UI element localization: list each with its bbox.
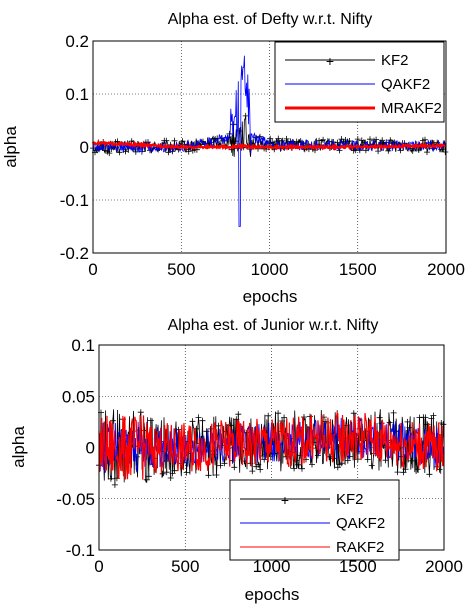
chart-1-title: Alpha est. of Defty w.r.t. Nifty xyxy=(168,11,373,28)
chart-1-ylabel: alpha xyxy=(1,126,20,168)
x-tick-label: 1500 xyxy=(339,260,377,279)
y-tick-label: 0 xyxy=(80,138,89,157)
series-line-mrakf2 xyxy=(91,138,446,151)
chart-1-legend-plus: + xyxy=(326,53,334,69)
y-tick-label: -0.2 xyxy=(60,244,89,263)
chart-1-legend-label-qakf2: QAKF2 xyxy=(381,76,430,93)
x-tick-label: 1000 xyxy=(251,260,289,279)
y-tick-label: 0.1 xyxy=(65,85,89,104)
y-tick-label: -0.1 xyxy=(66,541,95,560)
chart-2-legend-label-kf2: KF2 xyxy=(336,491,364,508)
series-line-rakf2 xyxy=(98,411,445,480)
chart-2-ylabel: alpha xyxy=(9,426,28,468)
series-line-qakf2 xyxy=(92,55,447,227)
y-tick-label: -0.1 xyxy=(60,191,89,210)
chart-2-ticks: 0 500 1000 1500 2000 0.1 0.05 0 -0.05 -0.1 xyxy=(56,336,463,576)
y-tick-label: 0.05 xyxy=(62,387,95,406)
chart-2-xlabel: epochs xyxy=(245,585,300,604)
x-tick-label: 2000 xyxy=(427,260,465,279)
y-tick-label: -0.05 xyxy=(56,490,95,509)
chart-2-legend-plus: + xyxy=(281,492,289,508)
chart-2-data xyxy=(96,409,447,488)
chart-1: Alpha est. of Defty w.r.t. Nifty 0 500 100… xyxy=(1,11,465,306)
x-tick-label: 500 xyxy=(171,557,199,576)
chart-1-legend-label-mrakf2: MRAKF2 xyxy=(381,100,442,117)
chart-2-title: Alpha est. of Junior w.r.t. Nifty xyxy=(168,317,379,334)
y-tick-label: 0 xyxy=(86,439,95,458)
chart-2-legend: + KF2 QAKF2 RAKF2 xyxy=(229,479,400,561)
chart-1-data xyxy=(90,55,449,227)
x-tick-label: 0 xyxy=(88,260,97,279)
x-tick-label: 0 xyxy=(94,557,103,576)
chart-1-legend: + KF2 QAKF2 MRAKF2 xyxy=(274,41,445,123)
chart-2-legend-label-qakf2: QAKF2 xyxy=(336,515,385,532)
x-tick-label: 500 xyxy=(167,260,195,279)
y-tick-label: 0.1 xyxy=(71,336,95,355)
chart-1-xlabel: epochs xyxy=(243,287,298,306)
chart-1-legend-label-kf2: KF2 xyxy=(381,52,409,69)
x-tick-label: 1000 xyxy=(253,557,291,576)
chart-2-legend-label-rakf2: RAKF2 xyxy=(336,539,384,556)
y-tick-label: 0.2 xyxy=(65,32,89,51)
chart-1-plot-area xyxy=(92,40,447,254)
chart-2: Alpha est. of Junior w.r.t. Nifty 0 500 10… xyxy=(9,317,463,604)
x-tick-label: 2000 xyxy=(425,557,463,576)
chart-1-ticks: 0 500 1000 1500 2000 0.2 0.1 0 -0.1 -0.2 xyxy=(60,32,465,279)
x-tick-label: 1500 xyxy=(339,557,377,576)
